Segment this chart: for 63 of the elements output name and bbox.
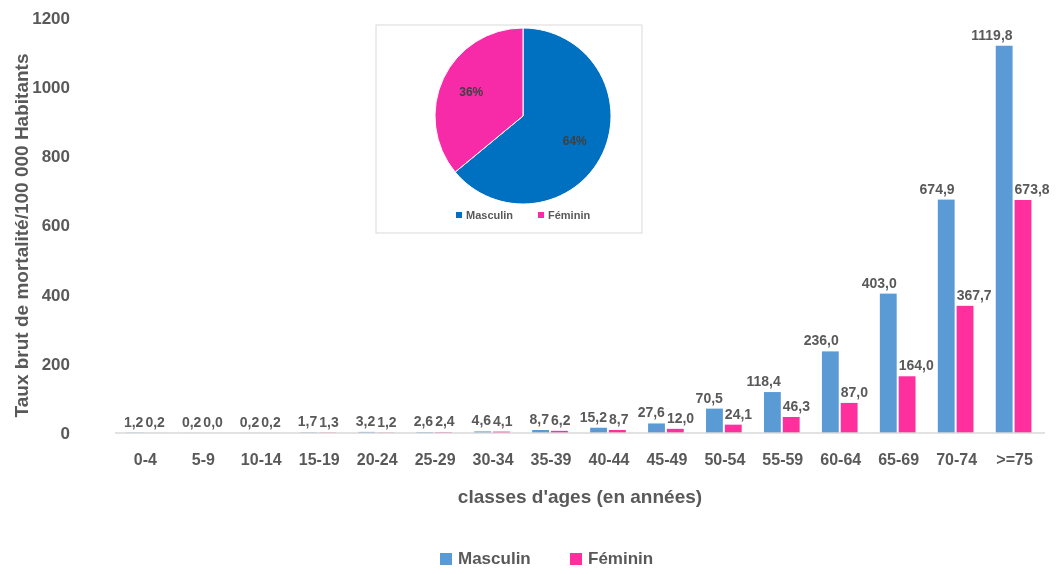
data-label: 2,4 — [435, 413, 455, 430]
data-label: 1,3 — [319, 413, 339, 430]
x-tick-label: 25-29 — [414, 451, 456, 468]
legend-label: Féminin — [548, 209, 591, 221]
data-label: 236,0 — [803, 332, 839, 349]
legend-label: Masculin — [458, 549, 531, 568]
data-label: 1,2 — [123, 413, 144, 430]
data-label: 4,1 — [493, 412, 513, 429]
x-tick-label: 5-9 — [191, 451, 216, 468]
x-tick-label: 10-14 — [240, 451, 282, 468]
data-label: 3,2 — [355, 412, 376, 429]
y-tick-label: 600 — [41, 216, 70, 236]
x-tick-label: 40-44 — [588, 451, 630, 468]
data-label: 673,8 — [1014, 180, 1050, 197]
data-label: 367,7 — [956, 286, 992, 303]
data-label: 0,2 — [261, 413, 281, 430]
data-label: 1119,8 — [971, 26, 1013, 43]
data-label: 0,2 — [181, 413, 202, 430]
data-label: 0,2 — [239, 413, 260, 430]
x-tick-label: 60-64 — [820, 451, 862, 468]
legend-label: Féminin — [588, 549, 654, 568]
data-label: 15,2 — [579, 408, 608, 425]
x-tick-label: 55-59 — [762, 451, 804, 468]
data-label: 12,0 — [666, 409, 695, 426]
x-tick-label: 65-69 — [878, 451, 920, 468]
y-tick-label: 0 — [60, 423, 70, 443]
data-label: 8,7 — [608, 410, 629, 427]
data-label: 87,0 — [840, 383, 869, 400]
data-label: 403,0 — [861, 274, 897, 291]
x-tick-label: 30-34 — [472, 451, 514, 468]
x-tick-label: 15-19 — [298, 451, 340, 468]
data-label: 36% — [459, 84, 484, 99]
x-tick-label: 45-49 — [646, 451, 688, 468]
x-tick-label: 20-24 — [356, 451, 398, 468]
y-tick-label: 400 — [41, 285, 70, 305]
data-label: 8,7 — [529, 410, 550, 427]
y-axis-title: Taux brut de mortalité/100 000 Habitants — [11, 53, 32, 418]
x-tick-label: 70-74 — [936, 451, 978, 468]
data-label: 674,9 — [919, 180, 955, 197]
x-tick-label: 0-4 — [133, 451, 158, 468]
data-label: 64% — [562, 133, 588, 148]
data-label: 24,1 — [724, 405, 753, 422]
data-label: 2,6 — [413, 413, 434, 430]
legend-label: Masculin — [466, 209, 514, 221]
data-label: 70,5 — [695, 389, 724, 406]
x-tick-label: 50-54 — [704, 451, 746, 468]
data-label: 1,7 — [297, 413, 318, 430]
x-axis-title: classes d'ages (en années) — [457, 486, 703, 507]
data-label: 0,0 — [203, 414, 224, 430]
y-tick-label: 200 — [41, 354, 70, 374]
data-label: 6,2 — [551, 411, 571, 428]
y-tick-label: 1000 — [32, 78, 70, 98]
data-label: 118,4 — [746, 373, 782, 390]
x-tick-label: 35-39 — [530, 451, 572, 468]
y-tick-label: 1200 — [32, 8, 70, 28]
data-label: 46,3 — [782, 397, 811, 414]
data-label: 4,6 — [471, 412, 492, 429]
x-tick-label: >=75 — [996, 451, 1033, 468]
data-label: 0,2 — [145, 413, 166, 430]
data-label: 164,0 — [898, 357, 934, 374]
data-label: 27,6 — [637, 404, 666, 421]
y-tick-label: 800 — [41, 147, 70, 167]
data-label: 1,2 — [377, 413, 397, 430]
